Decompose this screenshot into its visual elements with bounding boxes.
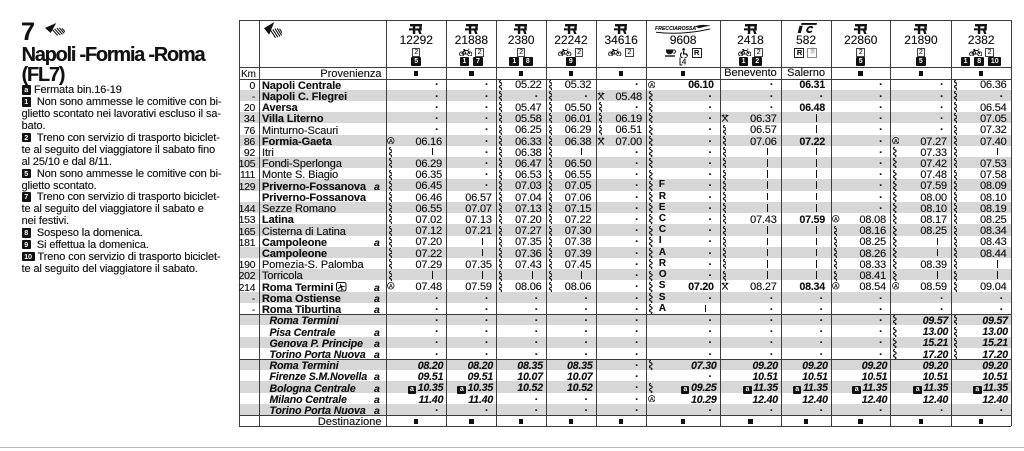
svg-text:4: 4 [681,57,686,66]
svg-text:A: A [894,139,898,144]
svg-text:FRECCIAROSSA: FRECCIAROSSA [655,26,696,32]
svg-text:A: A [650,397,654,402]
svg-text:A: A [834,285,838,290]
svg-text:A: A [389,139,393,144]
svg-text:A: A [389,285,393,290]
svg-text:A: A [834,217,838,222]
svg-text:A: A [894,285,898,290]
svg-text:A: A [650,83,654,88]
